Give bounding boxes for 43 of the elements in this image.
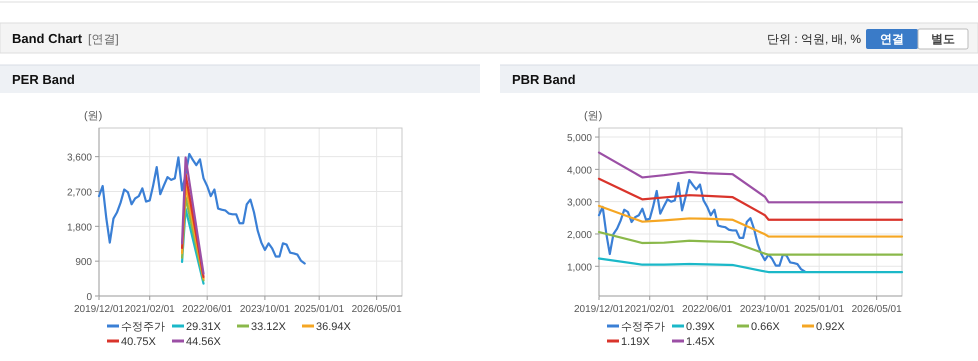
legend-label: 29.31X <box>186 321 222 333</box>
y-tick-label: 0 <box>86 292 92 303</box>
x-tick-label: 2023/10/01 <box>240 304 290 315</box>
legend-label: 40.75X <box>121 336 157 348</box>
y-tick-label: 900 <box>75 257 92 268</box>
text: 단위 : 억원, 배, % <box>766 32 862 46</box>
y-tick-label: 5,000 <box>566 133 592 144</box>
x-tick-label: 2019/12/01 <box>574 304 624 315</box>
y-tick-label: 4,000 <box>566 165 592 176</box>
y-tick-label: 1,800 <box>66 222 92 234</box>
x-tick-label: 2025/01/01 <box>294 304 345 315</box>
y-tick-label: 1,000 <box>566 262 592 274</box>
y-axis-title: (원) <box>584 110 602 122</box>
x-tick-label: 2026/05/01 <box>852 304 902 315</box>
y-tick-label: 2,000 <box>566 230 592 241</box>
x-tick-label: 2023/10/01 <box>740 304 790 315</box>
x-tick-label: 2022/06/01 <box>182 304 233 315</box>
legend-label: 0.66X <box>751 321 780 333</box>
x-tick-label: 2021/02/01 <box>124 304 176 315</box>
chart-title: PBR Band <box>512 72 576 87</box>
legend-label: 1.19X <box>621 336 650 348</box>
chart-title: PER Band <box>12 72 75 87</box>
text: Band Chart <box>12 31 83 46</box>
legend-label: 44.56X <box>186 336 222 348</box>
y-axis-title: (원) <box>84 110 102 122</box>
legend-label: 1.45X <box>686 336 716 348</box>
x-tick-label: 2025/01/01 <box>794 304 845 315</box>
x-tick-label: 2019/12/01 <box>74 304 124 315</box>
y-tick-label: 3,600 <box>66 152 92 164</box>
text: [연결] <box>88 32 119 46</box>
x-tick-label: 2022/06/01 <box>682 304 733 315</box>
x-tick-label: 2021/02/01 <box>624 304 676 315</box>
legend-label: 0.92X <box>816 321 846 333</box>
legend-label: 36.94X <box>316 321 352 333</box>
y-tick-label: 2,700 <box>66 187 92 198</box>
text: 별도 <box>931 32 955 46</box>
y-tick-label: 3,000 <box>566 198 592 209</box>
x-tick-label: 2026/05/01 <box>352 304 402 315</box>
legend-label: 33.12X <box>251 321 287 333</box>
legend-label: 0.39X <box>686 321 716 333</box>
legend-label: 수정주가 <box>621 321 665 333</box>
text: 연결 <box>880 32 904 46</box>
legend-label: 수정주가 <box>121 321 165 333</box>
